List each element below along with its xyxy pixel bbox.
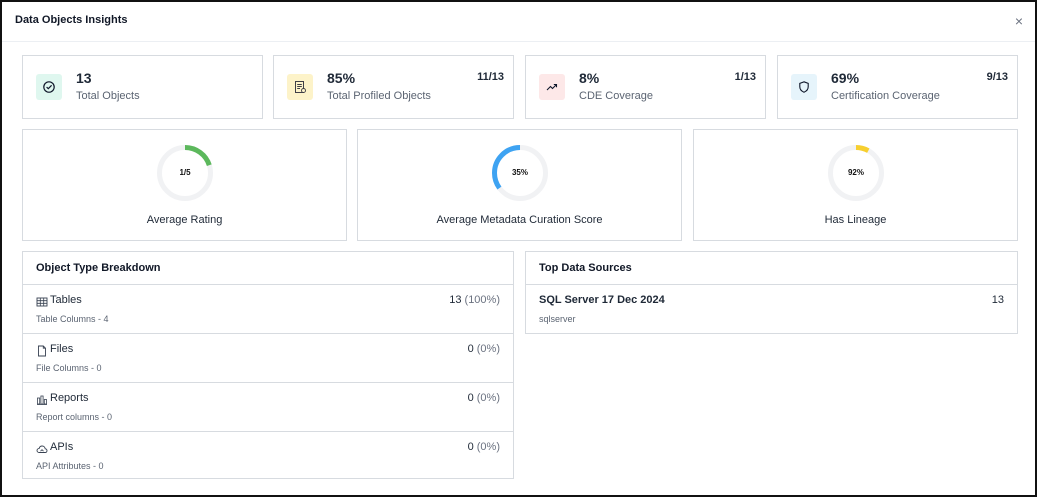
row-name: Files	[50, 343, 74, 355]
check-circle-icon	[36, 74, 62, 100]
gauge-label: Has Lineage	[824, 214, 887, 226]
stat-card-profiled-objects: 85% Total Profiled Objects 11/13	[273, 55, 514, 119]
stat-label: Total Objects	[76, 90, 140, 102]
count-percent: (0%)	[476, 392, 500, 404]
gauge-value: 92%	[847, 168, 864, 177]
report-icon	[37, 395, 47, 405]
trend-up-icon	[539, 74, 565, 100]
list-item[interactable]: Files File Columns - 0 0 (0%)	[23, 334, 513, 383]
profile-doc-icon	[287, 74, 313, 100]
shield-icon	[791, 74, 817, 100]
gauge-label: Average Rating	[146, 214, 223, 226]
row-count: 13 (100%)	[449, 294, 500, 306]
stat-label: CDE Coverage	[579, 90, 653, 102]
gauge-value: 35%	[511, 168, 528, 177]
stat-label: Total Profiled Objects	[327, 90, 431, 102]
row-name: Tables	[50, 294, 82, 306]
row-subtext: File Columns - 0	[36, 363, 102, 373]
stat-card-certification-coverage: 69% Certification Coverage 9/13	[777, 55, 1018, 119]
list-item[interactable]: SQL Server 17 Dec 2024 sqlserver 13	[526, 285, 1017, 334]
top-data-sources-panel: Top Data Sources SQL Server 17 Dec 2024 …	[525, 251, 1018, 334]
object-type-breakdown-panel: Object Type Breakdown Tables Table Colum…	[22, 251, 514, 479]
stat-value: 8%	[579, 70, 600, 86]
row-subtext: Table Columns - 4	[36, 314, 109, 324]
gauge-label: Average Metadata Curation Score	[436, 214, 603, 226]
count-percent: (0%)	[476, 441, 500, 453]
curation-score-gauge	[492, 145, 548, 201]
stat-card-total-objects: 13 Total Objects	[22, 55, 263, 119]
source-name: SQL Server 17 Dec 2024	[539, 294, 665, 306]
average-rating-gauge	[157, 145, 213, 201]
gauge-card-has-lineage: 92% Has Lineage	[693, 129, 1018, 241]
row-subtext: Report columns - 0	[36, 412, 113, 422]
close-button[interactable]: ×	[1014, 13, 1024, 29]
stat-card-cde-coverage: 8% CDE Coverage 1/13	[525, 55, 766, 119]
lineage-gauge	[828, 145, 884, 201]
list-item[interactable]: APIs API Attributes - 0 0 (0%)	[23, 432, 513, 481]
stat-value: 69%	[831, 70, 860, 86]
source-count: 13	[991, 294, 1004, 306]
list-item[interactable]: Tables Table Columns - 4 13 (100%)	[23, 285, 513, 334]
row-count: 0 (0%)	[468, 343, 500, 355]
count-value: 13	[449, 294, 462, 306]
stat-value: 85%	[327, 70, 356, 86]
gauge-value: 1/5	[179, 168, 191, 177]
stat-ratio: 11/13	[477, 71, 504, 83]
count-value: 0	[467, 441, 474, 453]
row-count: 0 (0%)	[468, 441, 500, 453]
panel-title: Top Data Sources	[526, 252, 1017, 285]
gauge-card-average-rating: 1/5 Average Rating	[22, 129, 347, 241]
source-type: sqlserver	[539, 314, 576, 324]
row-name: APIs	[50, 441, 74, 453]
table-icon	[36, 297, 48, 307]
cloud-api-icon	[36, 445, 48, 453]
stat-value: 13	[76, 70, 92, 86]
panel-title: Object Type Breakdown	[23, 252, 513, 285]
count-percent: (0%)	[476, 343, 500, 355]
row-subtext: API Attributes - 0	[36, 461, 104, 471]
count-percent: (100%)	[464, 294, 500, 306]
gauge-card-metadata-curation: 35% Average Metadata Curation Score	[357, 129, 682, 241]
stat-ratio: 9/13	[986, 71, 1008, 83]
file-icon	[38, 345, 46, 357]
dialog-header: Data Objects Insights ×	[2, 2, 1035, 42]
stat-label: Certification Coverage	[831, 90, 940, 102]
dialog-title: Data Objects Insights	[15, 14, 128, 26]
row-name: Reports	[50, 392, 89, 404]
count-value: 0	[467, 343, 474, 355]
count-value: 0	[467, 392, 474, 404]
list-item[interactable]: Reports Report columns - 0 0 (0%)	[23, 383, 513, 432]
row-count: 0 (0%)	[468, 392, 500, 404]
stat-ratio: 1/13	[734, 71, 756, 83]
